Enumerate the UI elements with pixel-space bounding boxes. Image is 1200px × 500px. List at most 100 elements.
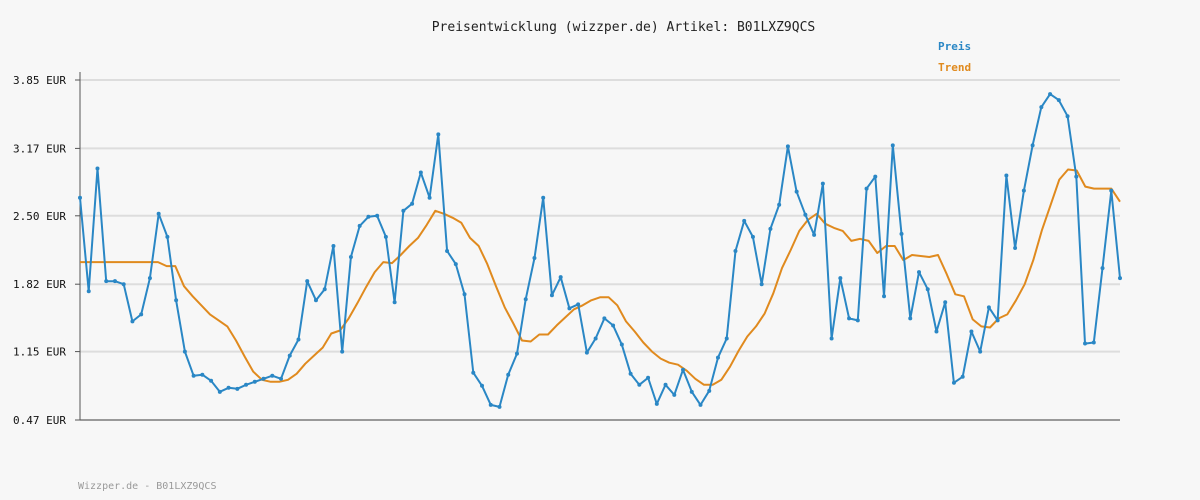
data-point: [322, 287, 327, 292]
data-point: [873, 174, 878, 179]
data-point: [803, 212, 808, 217]
data-point: [724, 336, 729, 341]
data-point: [584, 350, 589, 355]
data-point: [1013, 245, 1018, 250]
data-point: [619, 342, 624, 347]
data-point: [174, 298, 179, 303]
legend-entry-trend: Trend: [938, 61, 972, 74]
data-point: [331, 243, 336, 248]
data-point: [908, 316, 913, 321]
data-point: [78, 195, 82, 200]
data-point: [130, 319, 135, 324]
data-point: [139, 312, 144, 317]
data-point: [392, 300, 397, 305]
data-point: [165, 234, 170, 239]
data-point: [95, 166, 100, 171]
data-point: [480, 383, 485, 388]
data-point: [576, 302, 581, 307]
data-point: [296, 337, 301, 342]
data-point: [506, 372, 511, 377]
data-point: [943, 300, 948, 305]
data-point: [191, 373, 196, 378]
data-point: [209, 378, 214, 383]
data-point: [200, 372, 205, 377]
data-point: [104, 279, 109, 284]
data-point: [340, 349, 345, 354]
data-point: [838, 276, 843, 281]
data-point: [244, 382, 249, 387]
data-point: [969, 329, 974, 334]
data-point: [1030, 143, 1035, 148]
data-point: [986, 305, 991, 310]
data-point: [855, 318, 860, 323]
data-point: [646, 375, 651, 380]
data-point: [366, 214, 371, 219]
data-point: [226, 385, 231, 390]
data-point: [995, 318, 1000, 323]
y-tick-label: 1.82 EUR: [13, 278, 66, 291]
data-point: [313, 298, 318, 303]
y-tick-label: 3.17 EUR: [13, 142, 66, 155]
data-point: [305, 279, 310, 284]
legend-entry-preis: Preis: [938, 40, 972, 53]
data-point: [925, 287, 930, 292]
data-point: [602, 316, 607, 321]
data-point: [777, 202, 782, 207]
data-point: [864, 186, 869, 191]
data-point: [934, 329, 939, 334]
y-axis-labels: 3.85 EUR 3.17 EUR 2.50 EUR 1.82 EUR 1.15 EUR…: [13, 74, 66, 427]
data-point: [147, 276, 152, 281]
data-point: [750, 234, 755, 239]
data-point: [488, 402, 493, 407]
data-point: [637, 382, 642, 387]
data-point: [401, 208, 406, 213]
data-point: [829, 336, 834, 341]
data-point: [1004, 173, 1009, 178]
data-point: [742, 218, 747, 223]
data-point: [348, 255, 353, 260]
chart-title: Preisentwicklung (wizzper.de) Artikel: B…: [431, 20, 816, 35]
series-line-preis: [79, 93, 1121, 408]
data-point: [383, 234, 388, 239]
data-point: [733, 249, 738, 254]
data-point: [698, 402, 703, 407]
data-point: [663, 382, 668, 387]
data-point: [217, 389, 222, 394]
series-line-trend: [80, 168, 1121, 386]
data-point: [156, 211, 161, 216]
data-point: [112, 279, 117, 284]
data-point: [252, 379, 257, 384]
data-point: [681, 367, 686, 372]
data-point: [235, 386, 240, 391]
data-point: [514, 351, 519, 356]
data-point: [785, 144, 790, 149]
data-point: [453, 262, 458, 267]
footer-credit: Wizzper.de - B01LXZ9QCS: [78, 481, 217, 492]
data-point: [899, 231, 904, 236]
y-tick-label: 0.47 EUR: [13, 414, 66, 427]
data-point: [462, 292, 467, 297]
data-point: [689, 389, 694, 394]
data-point: [1091, 340, 1096, 345]
data-point: [1074, 174, 1079, 179]
data-point: [532, 256, 537, 261]
data-point: [86, 289, 91, 294]
data-point: [436, 132, 441, 137]
data-point: [768, 226, 773, 231]
y-tick-label: 1.15 EUR: [13, 346, 66, 359]
data-point: [960, 374, 965, 379]
data-point: [707, 388, 712, 393]
data-point: [558, 275, 563, 280]
data-point: [1118, 276, 1122, 281]
y-tick-label: 2.50 EUR: [13, 210, 66, 223]
data-point: [1039, 105, 1044, 110]
data-point: [121, 282, 126, 287]
data-point: [1056, 98, 1061, 103]
data-point: [794, 189, 799, 194]
data-point: [418, 170, 423, 175]
data-point: [410, 201, 415, 206]
data-point: [1100, 266, 1105, 271]
data-point: [375, 213, 380, 218]
data-point: [357, 223, 362, 228]
